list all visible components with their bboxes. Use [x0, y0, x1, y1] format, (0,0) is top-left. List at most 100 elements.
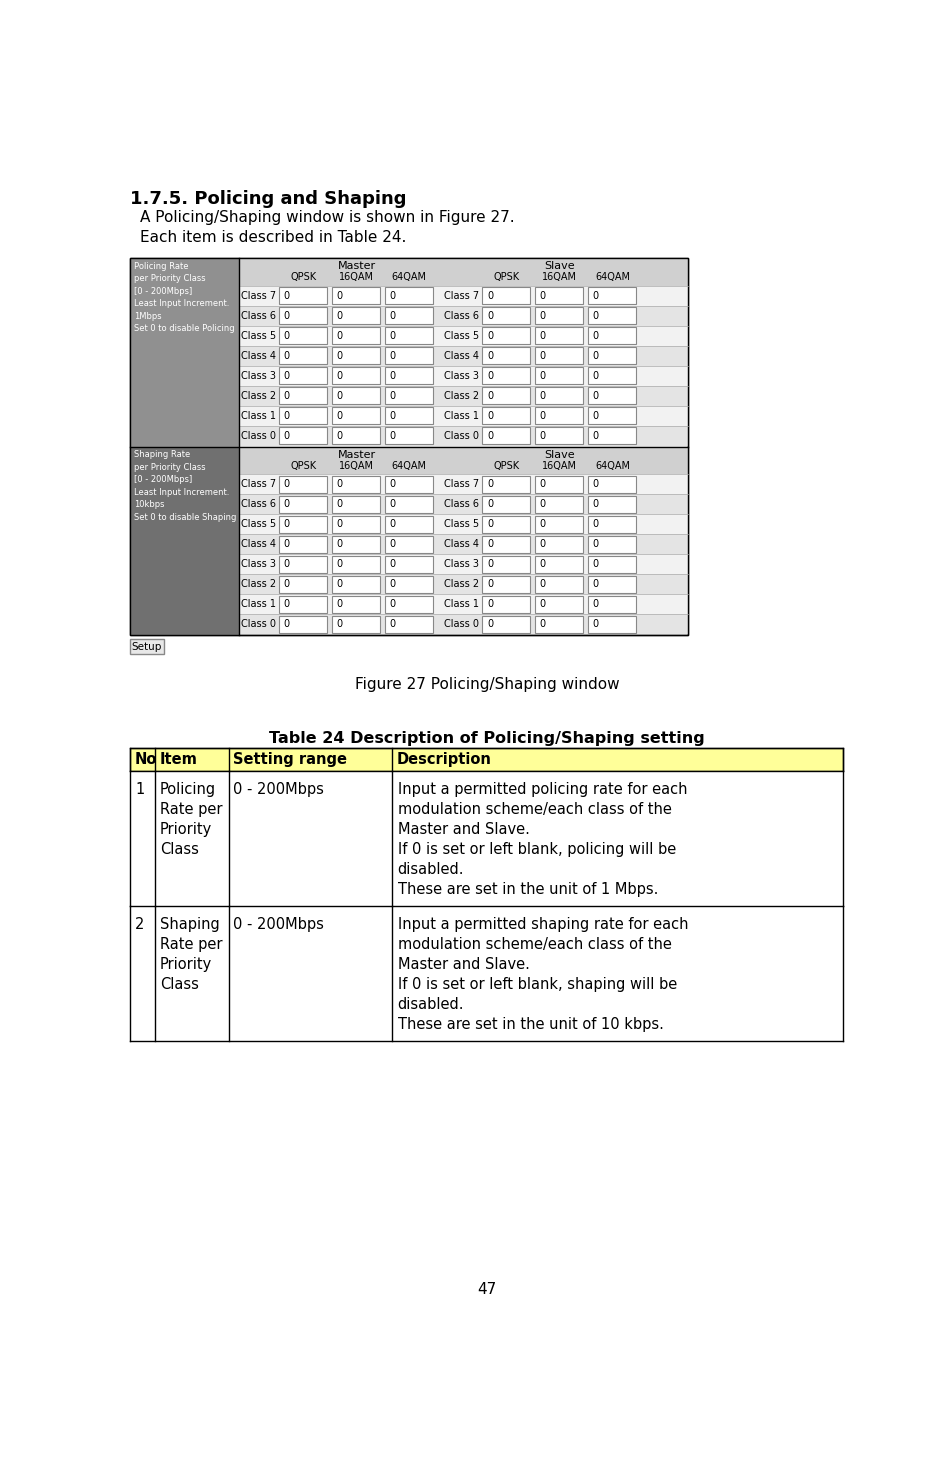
- Text: 16QAM: 16QAM: [339, 273, 374, 283]
- Bar: [332, 288, 380, 304]
- Bar: [483, 535, 530, 553]
- Bar: [385, 496, 432, 513]
- Bar: [588, 428, 636, 444]
- Text: 0: 0: [336, 370, 343, 381]
- Bar: [279, 388, 327, 404]
- Text: Rate per: Rate per: [160, 802, 222, 817]
- Text: 64QAM: 64QAM: [595, 462, 630, 471]
- Bar: [588, 327, 636, 344]
- Text: 0: 0: [336, 519, 343, 530]
- Text: 1: 1: [135, 782, 144, 796]
- Text: 0: 0: [390, 410, 395, 420]
- Text: Input a permitted shaping rate for each: Input a permitted shaping rate for each: [398, 917, 688, 932]
- Text: 0: 0: [390, 291, 395, 301]
- Bar: [130, 771, 844, 906]
- Bar: [483, 347, 530, 364]
- Text: disabled.: disabled.: [398, 863, 465, 878]
- Text: 0: 0: [390, 391, 395, 401]
- FancyBboxPatch shape: [129, 639, 163, 655]
- Bar: [238, 534, 689, 555]
- Text: 0: 0: [284, 311, 290, 320]
- Text: 0: 0: [284, 431, 290, 441]
- Text: Master: Master: [337, 450, 376, 460]
- Text: 0: 0: [486, 311, 493, 320]
- Bar: [279, 347, 327, 364]
- Text: Class 7: Class 7: [241, 291, 276, 301]
- Bar: [279, 556, 327, 572]
- Text: disabled.: disabled.: [398, 997, 465, 1012]
- Bar: [130, 447, 238, 636]
- Bar: [279, 535, 327, 553]
- Text: 0: 0: [336, 291, 343, 301]
- Bar: [483, 617, 530, 633]
- Text: 0: 0: [390, 519, 395, 530]
- Bar: [238, 494, 689, 515]
- Bar: [279, 516, 327, 532]
- Text: 0: 0: [592, 391, 598, 401]
- Text: Master: Master: [337, 261, 376, 271]
- Text: Class 6: Class 6: [241, 311, 276, 320]
- Text: Description: Description: [396, 752, 491, 767]
- Bar: [483, 367, 530, 384]
- Text: 0: 0: [592, 540, 598, 549]
- Bar: [588, 347, 636, 364]
- Text: Class: Class: [160, 976, 199, 993]
- Text: 0: 0: [390, 351, 395, 361]
- Bar: [588, 388, 636, 404]
- Text: 16QAM: 16QAM: [339, 462, 374, 471]
- Bar: [130, 258, 689, 636]
- Text: 0: 0: [592, 311, 598, 320]
- Text: 0: 0: [540, 479, 545, 490]
- Text: 0: 0: [390, 311, 395, 320]
- Bar: [535, 535, 583, 553]
- Text: 0: 0: [592, 620, 598, 630]
- Text: 0: 0: [284, 599, 290, 609]
- Text: 2: 2: [135, 917, 144, 932]
- Text: 0: 0: [336, 499, 343, 509]
- Bar: [385, 307, 432, 324]
- Text: 0: 0: [540, 540, 545, 549]
- Text: 0: 0: [284, 580, 290, 590]
- Text: Class 1: Class 1: [241, 410, 276, 420]
- Bar: [238, 385, 689, 406]
- Text: 0: 0: [592, 559, 598, 569]
- Text: 0: 0: [592, 370, 598, 381]
- Text: Class 7: Class 7: [445, 291, 480, 301]
- Bar: [332, 596, 380, 612]
- Text: QPSK: QPSK: [494, 273, 520, 283]
- Bar: [130, 748, 844, 771]
- Bar: [332, 327, 380, 344]
- Bar: [238, 615, 689, 634]
- Text: Shaping Rate
per Priority Class
[0 - 200Mbps]
Least Input Increment.
10kbps
Set : Shaping Rate per Priority Class [0 - 200…: [134, 450, 237, 522]
- Bar: [483, 575, 530, 593]
- Text: 0 - 200Mbps: 0 - 200Mbps: [234, 782, 324, 796]
- Bar: [535, 327, 583, 344]
- Text: 0: 0: [540, 351, 545, 361]
- Text: 0: 0: [540, 391, 545, 401]
- Bar: [385, 407, 432, 425]
- Text: Policing Rate
per Priority Class
[0 - 200Mbps]
Least Input Increment.
1Mbps
Set : Policing Rate per Priority Class [0 - 20…: [134, 261, 235, 333]
- Bar: [588, 535, 636, 553]
- Text: Class 2: Class 2: [241, 391, 276, 401]
- Text: These are set in the unit of 1 Mbps.: These are set in the unit of 1 Mbps.: [398, 882, 658, 897]
- Bar: [535, 407, 583, 425]
- Text: Class 3: Class 3: [445, 370, 479, 381]
- Text: Policing: Policing: [160, 782, 216, 796]
- Text: Class 5: Class 5: [445, 519, 480, 530]
- Text: 0: 0: [540, 519, 545, 530]
- Text: Priority: Priority: [160, 957, 212, 972]
- Text: 0: 0: [540, 620, 545, 630]
- Text: 0: 0: [592, 291, 598, 301]
- Text: 0: 0: [486, 330, 493, 341]
- Bar: [238, 406, 689, 426]
- Bar: [588, 288, 636, 304]
- Bar: [588, 367, 636, 384]
- Text: 0: 0: [284, 479, 290, 490]
- Bar: [238, 286, 689, 305]
- Text: 0: 0: [592, 351, 598, 361]
- Text: Shaping: Shaping: [160, 917, 219, 932]
- Bar: [483, 596, 530, 612]
- Bar: [588, 476, 636, 493]
- Text: 64QAM: 64QAM: [391, 462, 427, 471]
- Bar: [535, 367, 583, 384]
